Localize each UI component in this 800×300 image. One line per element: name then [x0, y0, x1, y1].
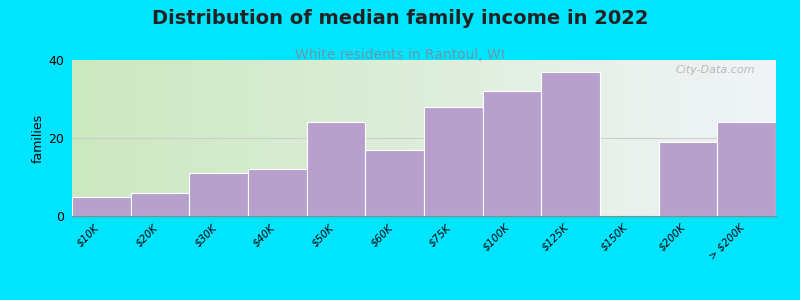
Bar: [658, 142, 718, 216]
Bar: [482, 91, 542, 216]
Bar: [72, 196, 130, 216]
Y-axis label: families: families: [31, 113, 44, 163]
Bar: [190, 173, 248, 216]
Bar: [718, 122, 776, 216]
Text: White residents in Rantoul, WI: White residents in Rantoul, WI: [295, 48, 505, 62]
Text: City-Data.com: City-Data.com: [675, 65, 755, 75]
Bar: [248, 169, 306, 216]
Bar: [542, 72, 600, 216]
Bar: [424, 107, 482, 216]
Bar: [130, 193, 190, 216]
Bar: [306, 122, 366, 216]
Text: Distribution of median family income in 2022: Distribution of median family income in …: [152, 9, 648, 28]
Bar: [366, 150, 424, 216]
